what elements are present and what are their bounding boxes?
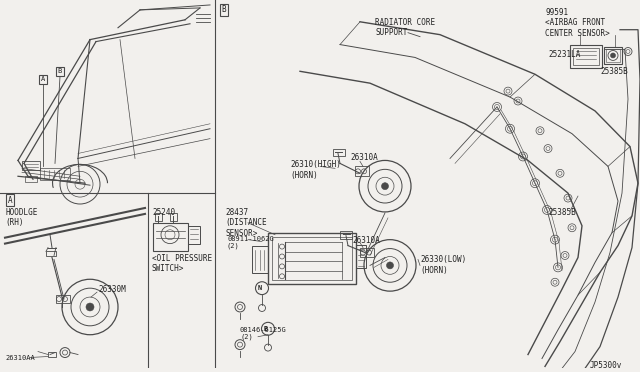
Text: 25231LA: 25231LA [548,49,580,58]
Bar [268,233,356,284]
Text: <OIL PRESSURE
SWITCH>: <OIL PRESSURE SWITCH> [152,253,212,273]
Text: B: B [221,6,227,15]
Text: 25385B: 25385B [600,67,628,76]
Text: 28437
(DISTANCE
SENSOR>: 28437 (DISTANCE SENSOR> [225,208,267,238]
Text: N: N [258,285,262,291]
Circle shape [387,262,394,269]
Text: HOODLGE
(RH): HOODLGE (RH) [5,208,37,227]
Text: 26310A: 26310A [350,154,378,163]
Bar [360,248,374,257]
Bar [46,251,56,256]
Bar [356,245,366,268]
Bar [604,46,622,64]
Bar [333,148,345,157]
Text: 26310AA: 26310AA [5,355,35,360]
Text: 25240: 25240 [152,208,175,217]
Bar [573,48,599,65]
Circle shape [381,183,388,190]
Bar [606,48,620,62]
Text: 26310(HIGH)
(HORN): 26310(HIGH) (HORN) [290,160,341,180]
Bar [153,223,188,251]
Circle shape [611,53,616,58]
Text: 08911-1062G
(2): 08911-1062G (2) [227,236,274,249]
Text: 99591
<AIRBAG FRONT
CENTER SENSOR>: 99591 <AIRBAG FRONT CENTER SENSOR> [545,8,610,38]
Circle shape [86,303,94,311]
Bar [252,246,268,273]
Bar [40,169,70,180]
Text: A: A [8,196,12,205]
Text: 26330M: 26330M [98,285,125,294]
Bar [170,213,177,221]
Text: 08146-6125G
(2): 08146-6125G (2) [240,327,287,340]
Bar [340,231,352,239]
Text: B: B [58,68,62,74]
Bar [272,237,352,280]
Bar [22,161,40,170]
Bar [48,352,56,357]
Bar [570,45,602,68]
Bar [25,176,37,182]
Bar [355,166,369,176]
Text: A: A [41,76,45,82]
Bar [56,295,70,303]
Text: RADIATOR CORE
SUPPORT: RADIATOR CORE SUPPORT [375,18,435,37]
Bar [188,226,200,244]
Text: 25385B: 25385B [548,208,576,217]
Text: 26310A: 26310A [352,236,380,245]
Text: B: B [264,326,268,332]
Bar [155,213,162,221]
Text: 26330(LOW)
(HORN): 26330(LOW) (HORN) [420,256,467,275]
Text: JP5300v: JP5300v [590,362,622,371]
